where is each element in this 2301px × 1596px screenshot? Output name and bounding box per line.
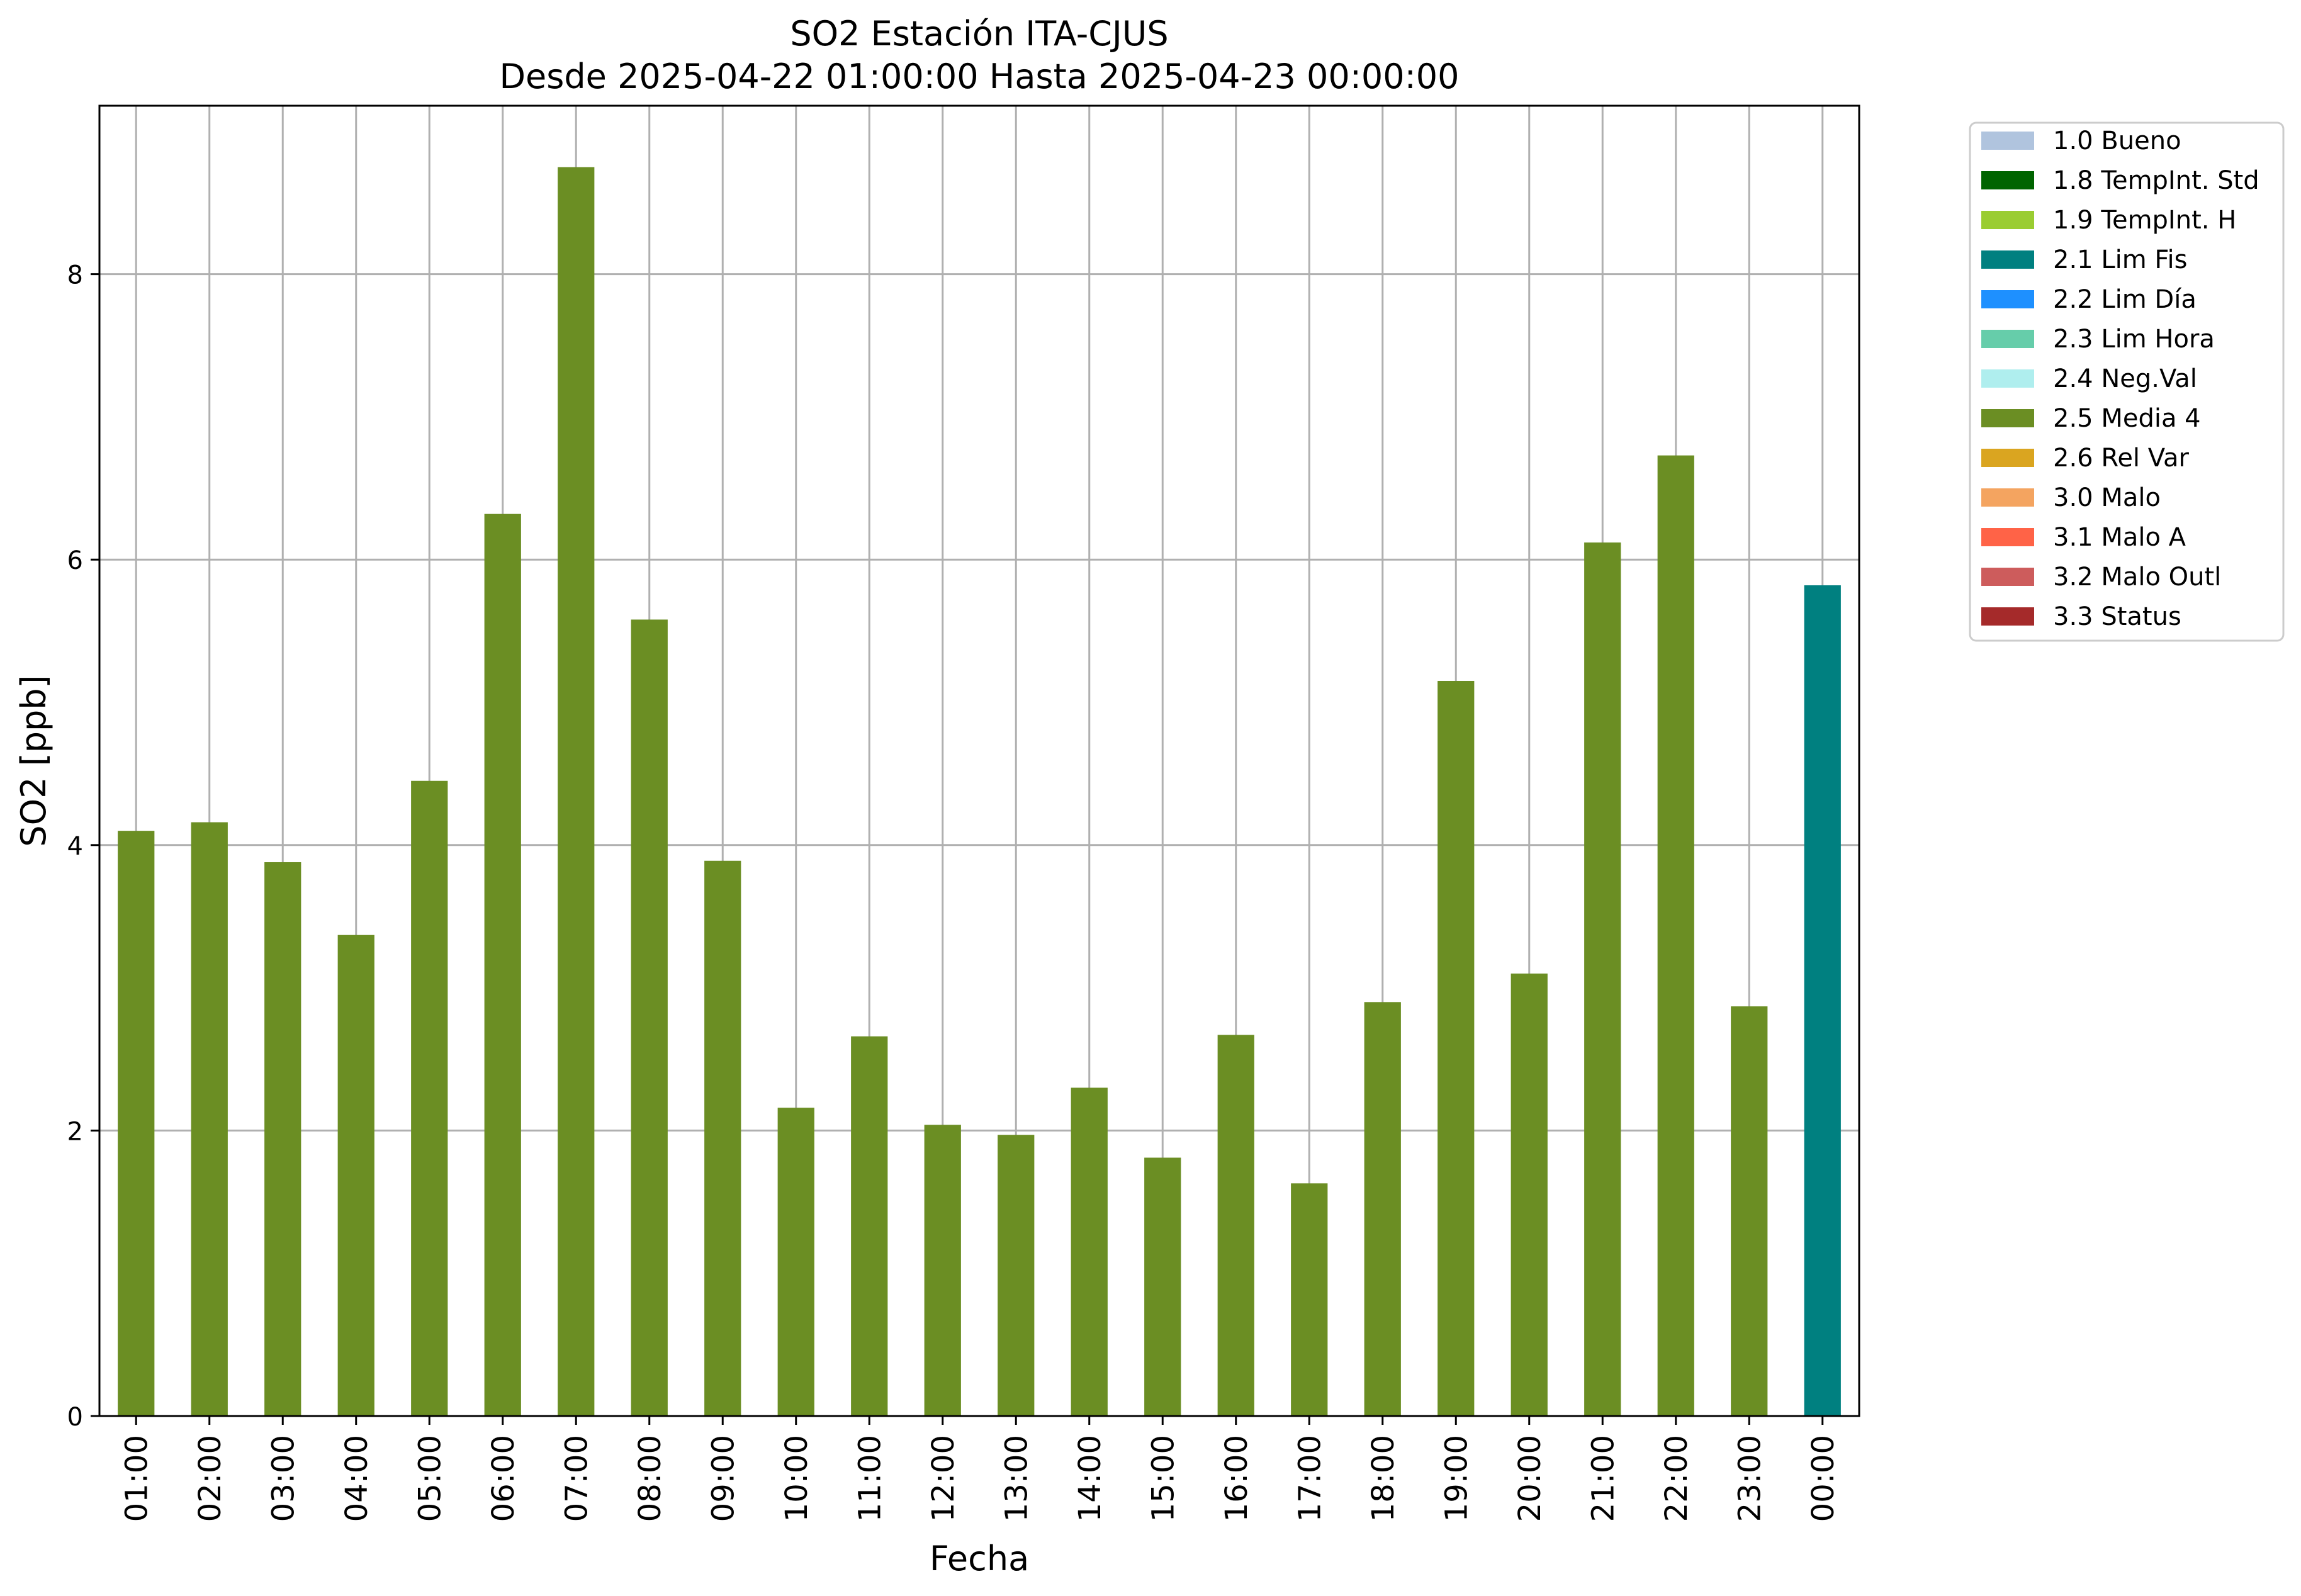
- bar-2000: [1511, 973, 1548, 1416]
- bar-1500: [1144, 1157, 1181, 1416]
- x-tick-label: 00:00: [1806, 1435, 1841, 1522]
- x-tick-label: 06:00: [486, 1435, 521, 1522]
- x-tick-label: 07:00: [559, 1435, 594, 1522]
- legend-swatch: [1981, 568, 2034, 586]
- bar-2300: [1731, 1006, 1768, 1416]
- bar-1000: [777, 1108, 814, 1416]
- legend-swatch: [1981, 250, 2034, 269]
- x-tick-label: 19:00: [1439, 1435, 1474, 1522]
- x-tick-label: 15:00: [1145, 1435, 1181, 1522]
- bar-0200: [191, 822, 228, 1416]
- x-tick-label: 17:00: [1292, 1435, 1327, 1522]
- y-tick-label: 6: [67, 546, 83, 575]
- legend-label: 2.6 Rel Var: [2053, 444, 2190, 473]
- y-tick-label: 8: [67, 261, 83, 290]
- bar-0900: [704, 860, 741, 1416]
- legend-label: 3.2 Malo Outl: [2053, 563, 2221, 592]
- bar-1800: [1364, 1002, 1401, 1416]
- x-tick-label: 18:00: [1366, 1435, 1401, 1522]
- x-tick-label: 20:00: [1512, 1435, 1548, 1522]
- x-axis-ticks: 01:00 02:00 03:00 04:00 05:00 06:00 07:00 08:00…: [119, 1416, 1841, 1522]
- legend-swatch: [1981, 211, 2034, 229]
- y-axis-label: SO2 [ppb]: [14, 675, 53, 846]
- x-tick-label: 13:00: [999, 1435, 1034, 1522]
- chart-title: SO2 Estación ITA-CJUS: [790, 14, 1168, 53]
- legend-label: 2.5 Media 4: [2053, 404, 2201, 433]
- legend-box: [1969, 121, 2285, 642]
- legend-swatch: [1981, 409, 2034, 427]
- x-axis-label: Fecha: [930, 1539, 1029, 1578]
- chart-subtitle: Desde 2025-04-22 01:00:00 Hasta 2025-04-…: [499, 57, 1459, 96]
- x-tick-label: 22:00: [1659, 1435, 1694, 1522]
- bar-1400: [1071, 1087, 1108, 1416]
- x-tick-label: 16:00: [1219, 1435, 1254, 1522]
- bar-0700: [558, 167, 595, 1416]
- y-tick-label: 2: [67, 1117, 83, 1146]
- bar-0300: [264, 862, 301, 1416]
- legend-swatch: [1981, 607, 2034, 626]
- bar-2100: [1584, 542, 1621, 1416]
- legend-label: 3.0 Malo: [2053, 483, 2161, 512]
- legend-swatch: [1981, 449, 2034, 467]
- bar-0800: [631, 619, 668, 1416]
- x-tick-label: 01:00: [119, 1435, 154, 1522]
- x-tick-label: 14:00: [1072, 1435, 1108, 1522]
- plot-area-frame: [98, 104, 1860, 1417]
- bar-0000: [1804, 585, 1841, 1416]
- bar-1100: [851, 1036, 888, 1416]
- legend-label: 2.2 Lim Día: [2053, 285, 2197, 314]
- legend-label: 1.0 Bueno: [2053, 126, 2181, 155]
- bar-0500: [411, 780, 448, 1416]
- legend: 1.0 Bueno 1.8 TempInt. Std 1.9 TempInt. H 2…: [1969, 121, 2285, 642]
- legend-swatch: [1981, 132, 2034, 150]
- bar-0600: [484, 514, 521, 1416]
- x-tick-label: 11:00: [852, 1435, 887, 1522]
- legend-label: 2.4 Neg.Val: [2053, 364, 2197, 393]
- x-tick-label: 08:00: [633, 1435, 668, 1522]
- x-tick-label: 04:00: [339, 1435, 374, 1522]
- legend-swatch: [1981, 528, 2034, 546]
- y-tick-label: 0: [67, 1403, 83, 1432]
- x-tick-label: 02:00: [193, 1435, 228, 1522]
- bar-1900: [1437, 680, 1475, 1416]
- legend-label: 3.1 Malo A: [2053, 523, 2186, 552]
- legend-swatch: [1981, 488, 2034, 507]
- x-tick-label: 21:00: [1585, 1435, 1621, 1522]
- legend-swatch: [1981, 171, 2034, 189]
- bars: [118, 167, 1841, 1416]
- y-axis-ticks: 0 2 4 6 8: [67, 261, 99, 1432]
- bar-1300: [998, 1135, 1035, 1416]
- x-tick-label: 10:00: [779, 1435, 814, 1522]
- y-tick-label: 4: [67, 832, 83, 861]
- legend-swatch: [1981, 369, 2034, 388]
- legend-label: 3.3 Status: [2053, 602, 2181, 631]
- legend-swatch: [1981, 330, 2034, 348]
- legend-label: 1.8 TempInt. Std: [2053, 166, 2259, 195]
- legend-label: 1.9 TempInt. H: [2053, 206, 2236, 235]
- bar-0400: [337, 935, 374, 1416]
- legend-label: 2.1 Lim Fis: [2053, 245, 2187, 274]
- bar-1200: [924, 1125, 961, 1416]
- bar-2200: [1657, 455, 1694, 1416]
- x-tick-label: 03:00: [266, 1435, 301, 1522]
- bar-1700: [1291, 1183, 1328, 1416]
- legend-swatch: [1981, 290, 2034, 308]
- x-tick-label: 23:00: [1732, 1435, 1767, 1522]
- bar-1600: [1217, 1035, 1254, 1416]
- legend-label: 2.3 Lim Hora: [2053, 325, 2215, 354]
- x-tick-label: 09:00: [706, 1435, 741, 1522]
- x-tick-label: 05:00: [412, 1435, 447, 1522]
- x-tick-label: 12:00: [926, 1435, 961, 1522]
- bar-0100: [118, 831, 155, 1416]
